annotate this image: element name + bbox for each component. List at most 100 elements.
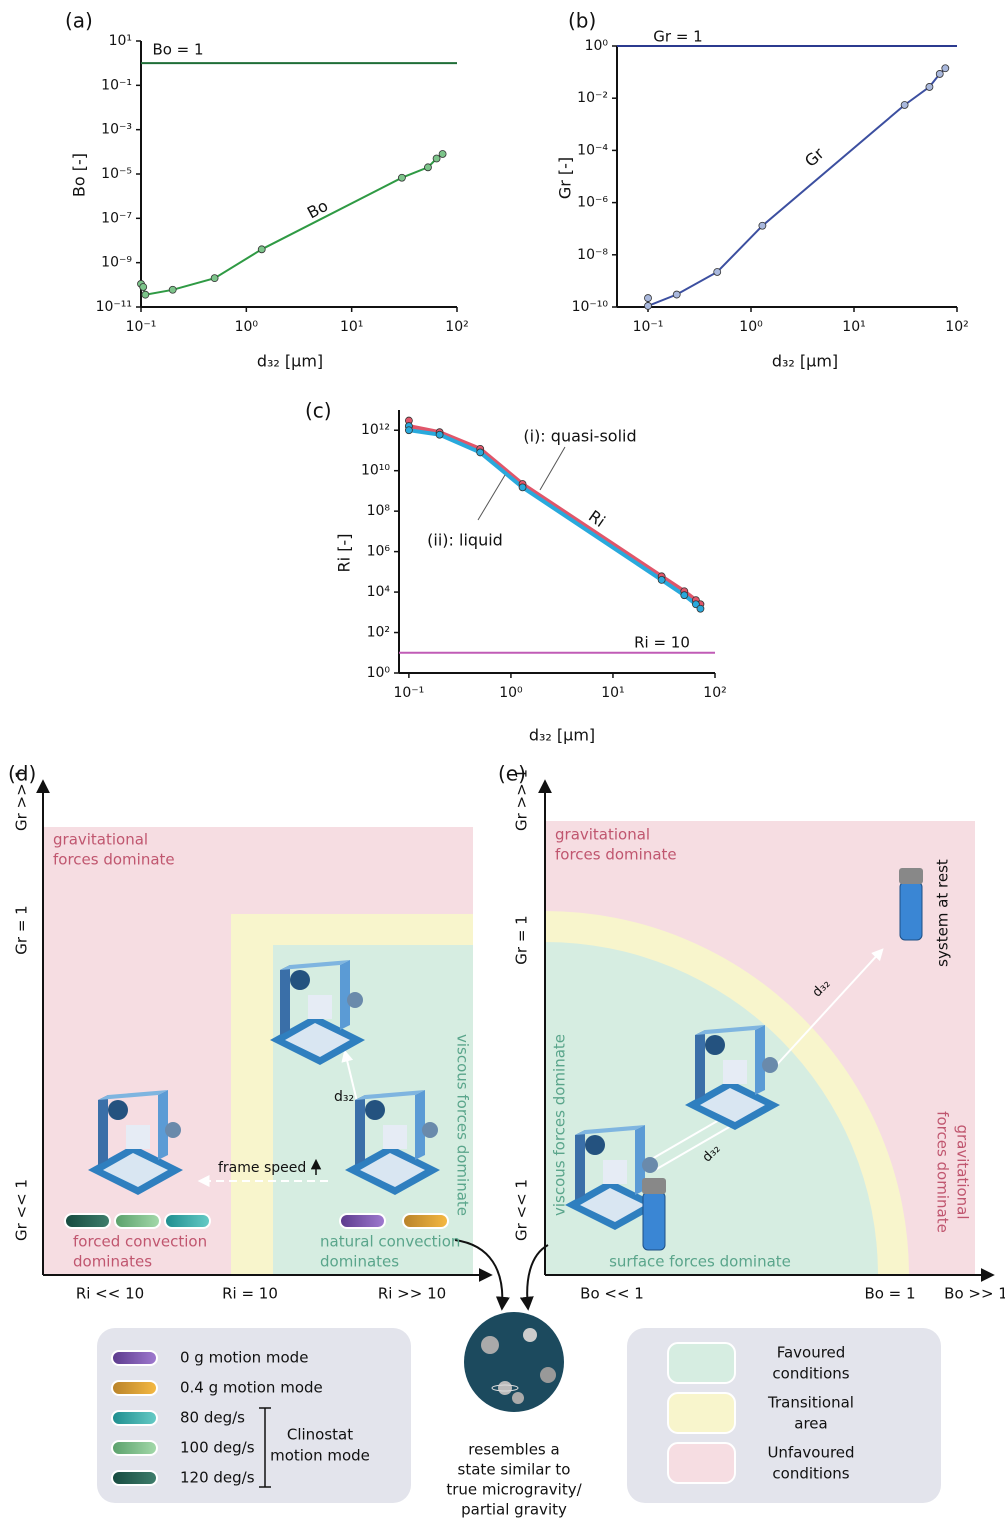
device-base-hole bbox=[285, 1023, 350, 1057]
device-motor bbox=[290, 970, 310, 990]
device-base-hole bbox=[103, 1153, 168, 1187]
data-point bbox=[424, 163, 432, 172]
device-motor bbox=[642, 1157, 658, 1173]
x-axis-label: Ri << 10 bbox=[76, 1285, 144, 1303]
legend-box bbox=[97, 1328, 411, 1503]
data-point bbox=[476, 448, 485, 457]
x-tick-label: 10⁰ bbox=[499, 685, 523, 701]
caption: state similar to bbox=[458, 1461, 571, 1479]
series-label: Bo bbox=[304, 196, 331, 223]
x-tick-label: 10² bbox=[945, 319, 968, 335]
y-tick-label: 10⁰ bbox=[585, 38, 609, 54]
mode-pill bbox=[111, 1440, 158, 1456]
reference-label: Ri = 10 bbox=[634, 634, 690, 652]
y-axis-label: Gr << 1 bbox=[513, 1179, 531, 1241]
x-axis-label: Bo = 1 bbox=[864, 1285, 915, 1303]
device-sample bbox=[603, 1160, 627, 1184]
device-frame bbox=[355, 1095, 365, 1165]
y-tick-label: 10⁸ bbox=[367, 503, 391, 519]
y-tick-label: 10⁻¹¹ bbox=[96, 299, 132, 315]
leader bbox=[477, 474, 506, 521]
device-frame bbox=[98, 1090, 168, 1100]
y-axis-label: Bo [-] bbox=[70, 153, 89, 197]
mode-pill bbox=[114, 1213, 161, 1229]
series-line bbox=[406, 426, 702, 611]
y-tick-label: 10⁻⁶ bbox=[577, 195, 608, 211]
legend-label: Transitional bbox=[767, 1394, 854, 1412]
x-tick-label: 10⁻¹ bbox=[633, 319, 664, 335]
reference-label: Bo = 1 bbox=[152, 41, 203, 59]
data-point bbox=[518, 483, 527, 492]
mode-pill bbox=[64, 1213, 111, 1229]
planet bbox=[512, 1392, 524, 1404]
region-label: forces dominate bbox=[555, 846, 677, 864]
device-frame bbox=[280, 965, 290, 1035]
panel-label: (a) bbox=[65, 9, 93, 33]
device-base-hole bbox=[700, 1088, 765, 1122]
mode-pill bbox=[111, 1380, 158, 1396]
x-axis-label: Bo << 1 bbox=[580, 1285, 644, 1303]
y-tick-label: 10⁻³ bbox=[101, 122, 132, 138]
planet-ring bbox=[491, 1384, 519, 1392]
x-tick-label: 10⁰ bbox=[739, 319, 763, 335]
legend-label: conditions bbox=[772, 1365, 849, 1383]
y-tick-label: 10⁻⁴ bbox=[577, 142, 608, 158]
region-label: viscous forces dominate bbox=[454, 1034, 472, 1216]
device-frame bbox=[695, 1030, 705, 1100]
legend-label: Clinostat bbox=[287, 1426, 353, 1444]
x-axis-label: Ri = 10 bbox=[222, 1285, 278, 1303]
device-motor bbox=[422, 1122, 438, 1138]
y-tick-label: 10⁶ bbox=[367, 544, 391, 560]
device-frame bbox=[280, 960, 350, 970]
region-label: surface forces dominate bbox=[609, 1253, 791, 1271]
data-point bbox=[432, 154, 441, 163]
legend-label: 120 deg/s bbox=[180, 1469, 255, 1487]
device-sample bbox=[723, 1060, 747, 1084]
y-axis-label: Gr = 1 bbox=[513, 915, 531, 964]
y-tick-label: 10⁻¹ bbox=[101, 77, 132, 93]
device-frame bbox=[575, 1125, 645, 1135]
device-base-hole bbox=[580, 1188, 645, 1222]
caption: partial gravity bbox=[461, 1501, 567, 1519]
series-label: Gr bbox=[801, 144, 828, 171]
data-point bbox=[696, 604, 705, 613]
annotation: system at rest bbox=[934, 859, 952, 967]
arrow bbox=[454, 1239, 510, 1311]
device-base-hole bbox=[360, 1153, 425, 1187]
planet bbox=[523, 1328, 537, 1342]
data-point bbox=[713, 268, 722, 276]
region-label: gravitational bbox=[555, 826, 650, 844]
y-axis-label: Gr [-] bbox=[556, 157, 575, 199]
x-tick-label: 10¹ bbox=[340, 319, 363, 335]
device-motor bbox=[705, 1035, 725, 1055]
data-point bbox=[680, 591, 689, 600]
legend-label: 0 g motion mode bbox=[180, 1349, 308, 1367]
region-label: gravitational bbox=[954, 1124, 972, 1219]
y-axis-label: Gr >> 1 bbox=[513, 769, 531, 831]
region-label: forced convection bbox=[73, 1233, 207, 1251]
series-line bbox=[140, 153, 444, 296]
legend-swatch bbox=[667, 1342, 736, 1384]
x-tick-label: 10¹ bbox=[842, 319, 865, 335]
device-motor bbox=[165, 1122, 181, 1138]
region-label: dominates bbox=[73, 1253, 152, 1271]
device-frame bbox=[755, 1025, 765, 1095]
data-point bbox=[672, 290, 681, 299]
x-tick-label: 10¹ bbox=[601, 685, 624, 701]
arrow bbox=[771, 948, 884, 1071]
device-frame bbox=[158, 1090, 168, 1160]
data-point bbox=[141, 290, 150, 299]
y-tick-label: 10¹ bbox=[109, 33, 132, 49]
panel-label: (b) bbox=[568, 9, 596, 33]
x-tick-label: 10⁰ bbox=[235, 319, 259, 335]
vial-cap bbox=[899, 868, 923, 884]
y-axis-label: Gr << 1 bbox=[13, 1179, 31, 1241]
data-point bbox=[900, 101, 909, 109]
panel-label: (d) bbox=[8, 762, 36, 786]
y-tick-label: 10¹⁰ bbox=[361, 463, 390, 479]
y-axis-label: Ri [-] bbox=[335, 534, 354, 573]
series-line bbox=[647, 67, 947, 308]
mode-pill bbox=[111, 1470, 158, 1486]
caption: resembles a bbox=[468, 1441, 559, 1459]
data-point bbox=[257, 245, 266, 254]
